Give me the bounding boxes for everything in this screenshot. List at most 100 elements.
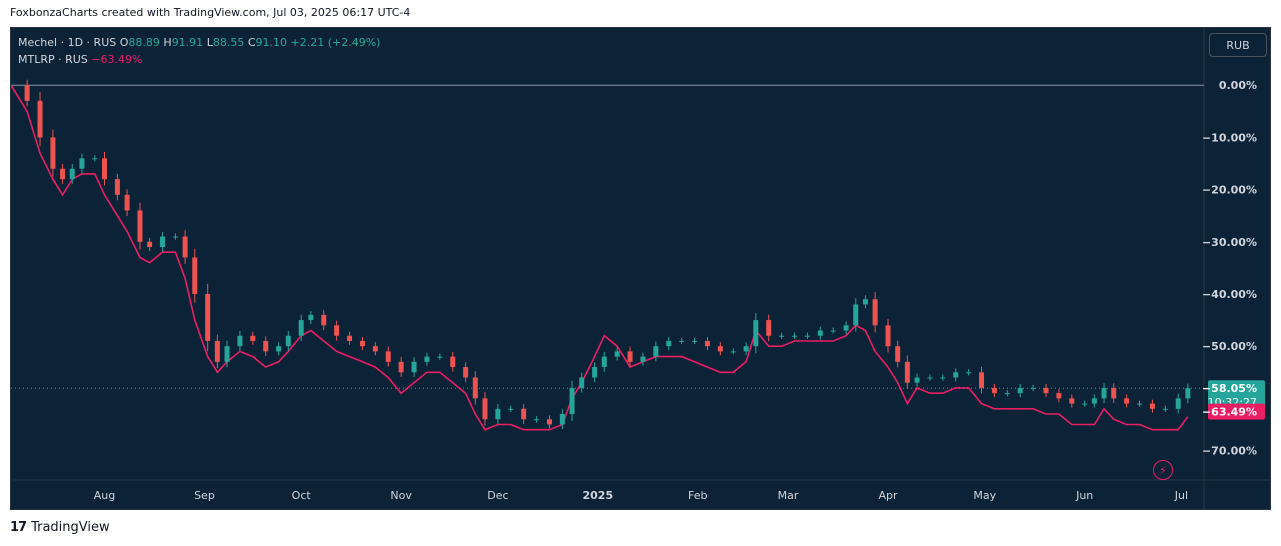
legend-compare-symbol: MTLRP · RUS xyxy=(18,53,88,66)
x-tick-label: Sep xyxy=(194,489,215,502)
compare-series-legend[interactable]: MTLRP · RUS −63.49% xyxy=(18,53,142,66)
candle-body xyxy=(679,340,685,342)
candle-body xyxy=(743,346,749,352)
candle-body xyxy=(50,137,56,169)
candle-body xyxy=(308,314,314,321)
candle-body xyxy=(1082,403,1088,405)
legend-symbol: Mechel · 1D · RUS xyxy=(18,36,117,49)
main-series-legend[interactable]: Mechel · 1D · RUS O88.89 H91.91 L88.55 C… xyxy=(18,36,380,49)
candle-body xyxy=(1185,388,1191,399)
candle-body xyxy=(321,314,327,326)
legend-open-label: O xyxy=(119,36,129,49)
y-tick-label: 0.00% xyxy=(1219,79,1257,92)
candle-body xyxy=(24,85,30,101)
legend-low-label: L xyxy=(206,36,213,49)
candle-body xyxy=(692,340,698,342)
candle-body xyxy=(817,330,823,336)
candle-body xyxy=(79,158,85,169)
candle-body xyxy=(372,346,378,352)
x-tick-label: Feb xyxy=(688,489,707,502)
candle-body xyxy=(569,387,575,415)
x-tick-label: 2025 xyxy=(583,489,614,502)
candle-body xyxy=(804,335,810,337)
lightning-bolt-icon[interactable]: ⚡ xyxy=(1153,460,1173,480)
candle-body xyxy=(640,356,646,362)
candle-body xyxy=(830,330,836,332)
candle-body xyxy=(495,408,501,420)
currency-button[interactable]: RUB xyxy=(1209,33,1267,57)
footer-brand: TradingView xyxy=(31,520,110,535)
candle-body xyxy=(1111,387,1117,399)
candle-body xyxy=(147,241,153,248)
candle-body xyxy=(534,419,540,421)
y-tick-label: −20.00% xyxy=(1202,184,1257,197)
candle-body xyxy=(137,210,143,242)
candle-body xyxy=(1137,403,1143,405)
candle-body xyxy=(979,372,985,388)
candle-body xyxy=(953,372,959,378)
x-tick-label: Nov xyxy=(390,489,412,502)
x-tick-label: Apr xyxy=(879,489,899,502)
candle-body xyxy=(160,236,166,248)
candle-body xyxy=(601,356,607,368)
x-tick-label: Aug xyxy=(94,489,115,502)
candle-body xyxy=(60,168,66,180)
candle-body xyxy=(263,340,269,352)
tradingview-logo-icon: 17 xyxy=(10,520,27,535)
candle-body xyxy=(69,168,75,180)
candle-body xyxy=(966,372,972,374)
candle-body xyxy=(579,377,585,388)
legend-open-value: 88.89 xyxy=(128,36,160,49)
candle-body xyxy=(895,346,901,362)
candle-body xyxy=(1162,408,1168,410)
candle-body xyxy=(779,335,785,337)
candle-body xyxy=(904,361,910,383)
x-tick-label: May xyxy=(973,489,996,502)
candle-body xyxy=(285,335,291,347)
candle-body xyxy=(124,194,130,211)
y-tick-label: −40.00% xyxy=(1202,288,1257,301)
candle-body xyxy=(214,340,220,362)
x-tick-label: Jul xyxy=(1174,489,1188,502)
candle-body xyxy=(753,320,759,347)
candle-body xyxy=(991,387,997,394)
candle-body xyxy=(298,320,304,336)
candle-body xyxy=(546,419,552,425)
compare-price-label: −63.49% xyxy=(1202,406,1257,419)
candle-body xyxy=(627,351,633,362)
candle-body xyxy=(237,335,243,347)
candle-body xyxy=(885,325,891,347)
candle-body xyxy=(347,335,353,341)
candle-body xyxy=(334,325,340,336)
price-chart[interactable]: 0.00% −10.00% −20.00% −30.00% −40.00% −50.00%… xyxy=(11,28,1270,509)
legend-close-label: C xyxy=(247,36,256,49)
candle-body xyxy=(1124,398,1130,404)
candle-body xyxy=(182,236,188,258)
candle-body xyxy=(940,377,946,379)
candle-body xyxy=(717,346,723,352)
legend-high-value: 91.91 xyxy=(171,36,204,49)
candle-body xyxy=(521,408,527,420)
candle-body xyxy=(1004,393,1010,395)
candle-body xyxy=(1101,387,1107,399)
candle-body xyxy=(1091,398,1097,404)
candle-body xyxy=(172,236,178,238)
candle-body xyxy=(37,100,43,138)
candle-body xyxy=(359,340,365,347)
candle-body xyxy=(766,320,772,336)
candle-body xyxy=(927,377,933,379)
candle-body xyxy=(482,398,488,420)
last-price-label: −58.05% xyxy=(1202,382,1257,395)
chart-panel[interactable]: 0.00% −10.00% −20.00% −30.00% −40.00% −50.00%… xyxy=(10,27,1271,510)
y-tick-label: −50.00% xyxy=(1202,340,1257,353)
candle-body xyxy=(704,340,710,347)
legend-high-label: H xyxy=(163,36,172,49)
legend-close-value: 91.10 xyxy=(255,36,288,49)
candle-body xyxy=(872,299,878,326)
y-tick-label: −10.00% xyxy=(1202,131,1257,144)
legend-low-value: 88.55 xyxy=(212,36,245,49)
candle-body xyxy=(424,356,430,362)
x-tick-label: Mar xyxy=(778,489,799,502)
candle-body xyxy=(614,351,620,357)
candle-body xyxy=(385,351,391,362)
